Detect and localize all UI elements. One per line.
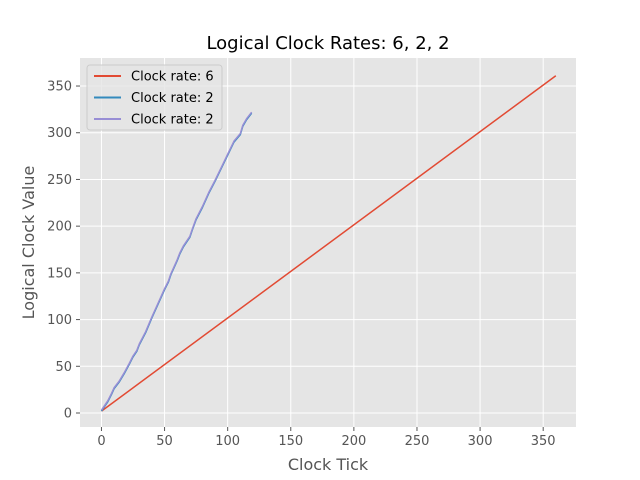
x-tick-label: 150 [278, 434, 303, 449]
y-tick-label: 350 [47, 80, 72, 95]
y-tick-label: 150 [47, 266, 72, 281]
x-tick-label: 200 [341, 434, 366, 449]
x-tick-label: 50 [156, 434, 173, 449]
x-tick-label: 350 [531, 434, 556, 449]
y-tick-label: 200 [47, 220, 72, 235]
series-line-1 [101, 75, 557, 412]
x-tick-label: 0 [97, 434, 105, 449]
legend-box [86, 64, 223, 131]
legend-label: Clock rate: 6 [131, 70, 214, 85]
tick-labels: 0 50 100 150 200 250 300 350 0 50 100 150 200 250 300 3… [47, 80, 555, 449]
grid [80, 58, 576, 427]
legend-label: Clock rate: 2 [131, 91, 214, 106]
x-axis-label: Clock Tick [288, 455, 369, 474]
y-tick-label: 300 [47, 126, 72, 141]
series-line-3 [100, 111, 253, 411]
y-tick-label: 250 [47, 173, 72, 188]
x-tick-label: 250 [405, 434, 430, 449]
chart-title: Logical Clock Rates: 6, 2, 2 [206, 33, 449, 54]
x-tick-label: 300 [468, 434, 493, 449]
y-tick-label: 100 [47, 313, 72, 328]
y-tick-label: 50 [55, 360, 72, 375]
x-tick-label: 100 [215, 434, 240, 449]
legend-label: Clock rate: 2 [131, 113, 214, 128]
y-axis-label: Logical Clock Value [19, 166, 38, 320]
legend: Clock rate: 6 Clock rate: 2 Clock rate: 2 [86, 64, 223, 131]
series-lines [100, 75, 557, 412]
y-tick-label: 0 [64, 406, 72, 421]
